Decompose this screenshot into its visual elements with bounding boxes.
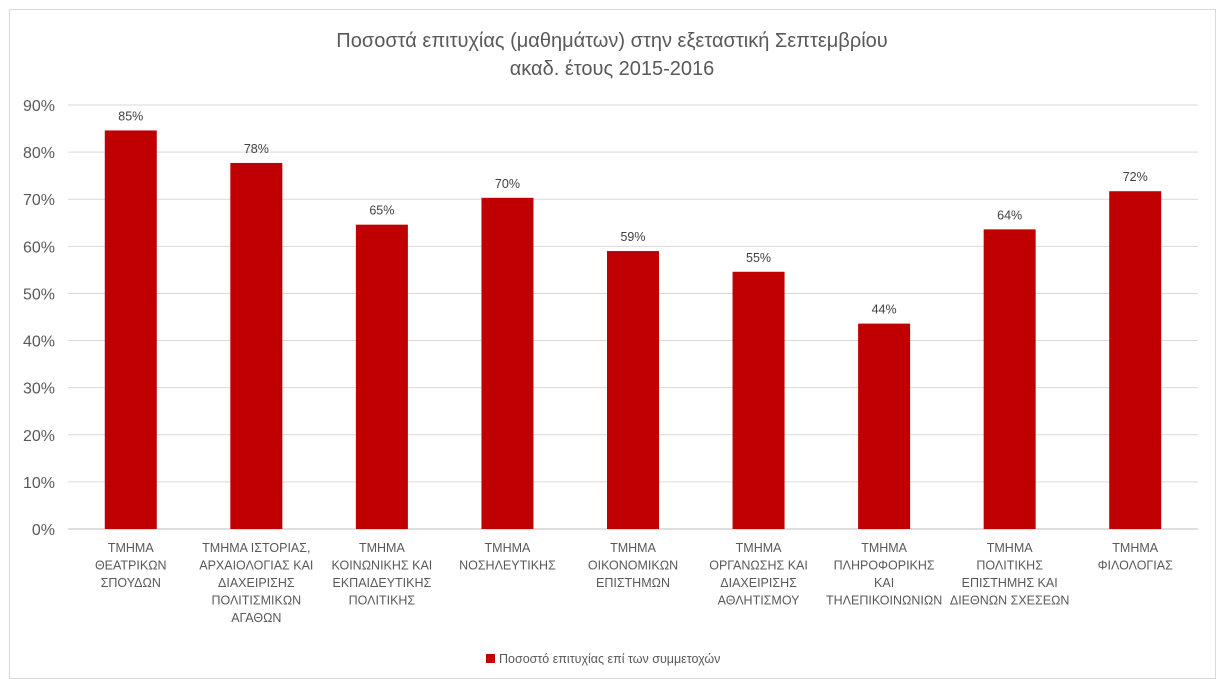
- x-tick-label: ΤΜΗΜΑ: [736, 541, 782, 555]
- y-tick-label: 70%: [23, 192, 55, 209]
- x-tick-label: ΚΟΙΝΩΝΙΚΗΣ ΚΑΙ: [332, 559, 433, 573]
- x-tick-label: ΤΜΗΜΑ ΙΣΤΟΡΙΑΣ,: [202, 541, 310, 555]
- x-tick-label: ΤΜΗΜΑ: [861, 541, 907, 555]
- x-tick-label: ΕΠΙΣΤΗΜΗΣ ΚΑΙ: [962, 576, 1058, 590]
- chart-title-line: Ποσοστά επιτυχίας (μαθημάτων) στην εξετα…: [336, 30, 887, 52]
- bar: [732, 271, 785, 529]
- y-tick-label: 20%: [23, 428, 55, 445]
- data-label: 59%: [620, 230, 645, 244]
- x-tick-label: ΑΘΛΗΤΙΣΜΟΥ: [718, 594, 801, 608]
- x-tick-label: ΤΜΗΜΑ: [108, 541, 154, 555]
- x-tick-label: ΚΑΙ: [874, 576, 894, 590]
- bar: [858, 323, 911, 529]
- x-tick-label: ΟΡΓΑΝΩΣΗΣ ΚΑΙ: [709, 559, 808, 573]
- y-tick-label: 10%: [23, 475, 55, 492]
- legend-swatch: [486, 654, 495, 663]
- data-label: 44%: [872, 303, 897, 317]
- y-tick-label: 60%: [23, 239, 55, 256]
- bar: [481, 197, 534, 529]
- y-tick-label: 80%: [23, 145, 55, 162]
- data-label: 65%: [369, 204, 394, 218]
- x-tick-label: ΤΜΗΜΑ: [359, 541, 405, 555]
- x-tick-label: ΠΟΛΙΤΙΚΗΣ: [976, 559, 1043, 573]
- x-tick-label: ΝΟΣΗΛΕΥΤΙΚΗΣ: [459, 559, 556, 573]
- bar: [983, 229, 1036, 529]
- x-tick-label: ΤΜΗΜΑ: [1112, 541, 1158, 555]
- y-tick-label: 90%: [23, 98, 55, 115]
- x-tick-label: ΔΙΕΘΝΩΝ ΣΧΕΣΕΩΝ: [950, 594, 1070, 608]
- y-tick-label: 50%: [23, 286, 55, 303]
- y-tick-label: 40%: [23, 334, 55, 351]
- x-tick-label: ΔΙΑΧΕΙΡΙΣΗΣ: [218, 576, 295, 590]
- bar: [1109, 191, 1162, 530]
- bar: [607, 251, 659, 530]
- x-tick-label: ΤΗΛΕΠΙΚΟΙΝΩΝΙΩΝ: [826, 594, 942, 608]
- x-tick-label: ΕΚΠΑΙΔΕΥΤΙΚΗΣ: [333, 576, 432, 590]
- data-label: 64%: [997, 208, 1022, 222]
- x-tick-label: ΑΓΑΘΩΝ: [231, 611, 281, 625]
- x-tick-label: ΠΟΛΙΤΙΣΜΙΚΩΝ: [211, 594, 301, 608]
- legend-label: Ποσοστό επιτυχίας επί των συμμετοχών: [499, 652, 720, 666]
- x-tick-label: ΦΙΛΟΛΟΓΙΑΣ: [1098, 559, 1174, 573]
- bar: [230, 162, 283, 530]
- x-tick-label: ΣΠΟΥΔΩΝ: [101, 576, 161, 590]
- y-tick-label: 0%: [32, 522, 55, 539]
- y-tick-label: 30%: [23, 381, 55, 398]
- bar: [355, 224, 408, 529]
- x-tick-label: ΘΕΑΤΡΙΚΩΝ: [95, 559, 167, 573]
- x-tick-label: ΤΜΗΜΑ: [485, 541, 531, 555]
- data-label: 72%: [1123, 170, 1148, 184]
- x-tick-label: ΔΙΑΧΕΙΡΙΣΗΣ: [720, 576, 797, 590]
- x-tick-label: ΟΙΚΟΝΟΜΙΚΩΝ: [588, 559, 678, 573]
- x-tick-label: ΤΜΗΜΑ: [987, 541, 1033, 555]
- data-label: 78%: [244, 142, 269, 156]
- data-label: 85%: [118, 109, 143, 123]
- x-tick-label: ΠΛΗΡΟΦΟΡΙΚΗΣ: [834, 559, 935, 573]
- data-label: 70%: [495, 177, 520, 191]
- x-tick-label: ΠΟΛΙΤΙΚΗΣ: [349, 594, 416, 608]
- x-tick-label: ΕΠΙΣΤΗΜΩΝ: [596, 576, 670, 590]
- x-tick-label: ΤΜΗΜΑ: [610, 541, 656, 555]
- chart-title-line: ακαδ. έτους 2015-2016: [510, 58, 715, 80]
- data-label: 55%: [746, 251, 771, 265]
- bar: [104, 130, 157, 529]
- x-tick-label: ΑΡΧΑΙΟΛΟΓΙΑΣ ΚΑΙ: [199, 559, 313, 573]
